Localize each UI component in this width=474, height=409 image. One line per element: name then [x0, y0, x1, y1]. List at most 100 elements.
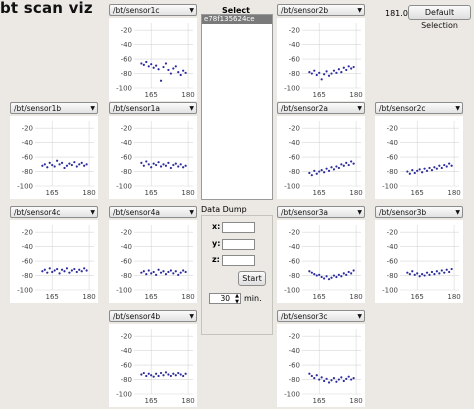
chevron-down-icon[interactable]: ▼: [189, 7, 194, 14]
data-point: [308, 270, 311, 273]
data-point: [337, 378, 340, 381]
y-tick-label: -20: [121, 125, 132, 133]
data-point: [448, 270, 451, 274]
data-point: [56, 267, 59, 271]
chevron-down-icon[interactable]: ▼: [189, 105, 194, 112]
topic-selector[interactable]: /bt/sensor4c ▼: [10, 206, 98, 218]
x-tick-label: 180: [181, 397, 194, 405]
y-tick-label: -80: [121, 376, 132, 384]
data-point: [320, 376, 323, 379]
y-tick-label: -80: [387, 272, 398, 280]
x-tick-label: 165: [313, 189, 326, 197]
y-tick-label: -40: [387, 139, 398, 147]
duration-spinbox[interactable]: 30 ▲ ▼: [209, 293, 241, 305]
data-point: [179, 271, 182, 274]
data-point: [157, 161, 160, 164]
data-point: [157, 374, 160, 378]
y-tick-label: -100: [284, 391, 300, 399]
chevron-down-icon[interactable]: ▼: [189, 209, 194, 216]
chevron-down-icon[interactable]: ▼: [189, 313, 194, 320]
chevron-down-icon[interactable]: ▼: [357, 313, 362, 320]
scatter-plot: -20 -40 -60 -80 -100 165 180: [277, 116, 365, 199]
data-point: [315, 374, 318, 377]
chevron-down-icon[interactable]: ▼: [90, 209, 95, 216]
start-button[interactable]: Start: [238, 271, 266, 286]
topic-selector[interactable]: /bt/sensor1c ▼: [109, 4, 197, 16]
scatter-plot: -20 -40 -60 -80 -100 165 180: [277, 220, 365, 303]
y-tick-label: -40: [289, 347, 300, 355]
plot-svg: -20 -40 -60 -80 -100 165 180: [284, 23, 363, 99]
data-point: [162, 163, 165, 166]
topic-selector[interactable]: /bt/sensor4b ▼: [109, 310, 197, 322]
topic-selector[interactable]: /bt/sensor3b ▼: [375, 206, 463, 218]
data-point: [330, 72, 333, 75]
y-tick-label: -60: [121, 154, 132, 162]
data-point: [318, 170, 321, 173]
chevron-down-icon[interactable]: ▼: [357, 105, 362, 112]
chevron-down-icon[interactable]: ▼: [90, 105, 95, 112]
data-point: [70, 163, 73, 167]
x-input[interactable]: [222, 222, 255, 233]
y-tick-label: -40: [22, 243, 33, 251]
data-point: [433, 273, 436, 276]
topic-selector[interactable]: /bt/sensor3a ▼: [277, 206, 365, 218]
data-point: [147, 372, 150, 375]
topic-selector[interactable]: /bt/sensor2c ▼: [375, 102, 463, 114]
beacon-list-item[interactable]: e78f135624ce: [202, 15, 272, 24]
z-input[interactable]: [222, 255, 255, 266]
data-point: [159, 79, 163, 82]
data-point: [443, 271, 446, 274]
data-point: [352, 377, 355, 380]
topic-selector[interactable]: /bt/sensor1a ▼: [109, 102, 197, 114]
topic-selector[interactable]: /bt/sensor2b ▼: [277, 4, 365, 16]
data-point: [179, 373, 182, 376]
y-tick-label: -60: [22, 154, 33, 162]
data-point: [150, 272, 153, 275]
y-input[interactable]: [222, 239, 255, 250]
data-point: [48, 161, 51, 164]
data-point: [421, 171, 424, 174]
data-point: [152, 375, 155, 378]
data-point: [147, 163, 150, 166]
chevron-down-icon[interactable]: ▼: [455, 209, 460, 216]
data-point: [145, 60, 148, 64]
data-point: [159, 165, 163, 168]
data-dump-heading: Data Dump: [201, 205, 247, 214]
chevron-down-icon[interactable]: ▼: [357, 7, 362, 14]
topic-selector[interactable]: /bt/sensor1b ▼: [10, 102, 98, 114]
data-point: [172, 272, 175, 275]
spin-arrows-icon[interactable]: ▲ ▼: [235, 293, 239, 305]
data-point: [327, 74, 331, 77]
y-tick-label: -100: [284, 183, 300, 191]
data-point: [411, 169, 414, 172]
default-selection-button[interactable]: Default Selection: [408, 5, 471, 30]
topic-label: /bt/sensor4a: [113, 208, 160, 217]
data-point: [167, 68, 170, 72]
data-point: [332, 168, 336, 171]
chevron-down-icon[interactable]: ▼: [357, 209, 362, 216]
data-point: [435, 270, 438, 273]
data-point: [308, 372, 311, 375]
data-point: [152, 162, 155, 165]
y-tick-label: -40: [289, 243, 300, 251]
plot-svg: -20 -40 -60 -80 -100 165 180: [382, 121, 461, 197]
rate-readout: 181.0: [385, 9, 408, 18]
data-point: [332, 377, 336, 380]
chevron-down-icon[interactable]: ▼: [455, 105, 460, 112]
topic-label: /bt/sensor3c: [281, 312, 328, 321]
x-tick-label: 165: [313, 397, 326, 405]
topic-selector[interactable]: /bt/sensor2a ▼: [277, 102, 365, 114]
data-point: [325, 275, 328, 278]
data-point: [177, 165, 180, 168]
data-point: [73, 161, 76, 164]
topic-selector[interactable]: /bt/sensor4a ▼: [109, 206, 197, 218]
data-point: [172, 67, 175, 70]
data-point: [327, 278, 331, 281]
x-tick-label: 180: [181, 91, 194, 99]
data-point: [330, 166, 333, 169]
y-tick-label: -60: [121, 56, 132, 64]
topic-selector[interactable]: /bt/sensor3c ▼: [277, 310, 365, 322]
beacon-list[interactable]: [201, 14, 273, 200]
data-point: [68, 271, 71, 274]
scatter-plot: -20 -40 -60 -80 -100 165 180: [277, 18, 365, 101]
